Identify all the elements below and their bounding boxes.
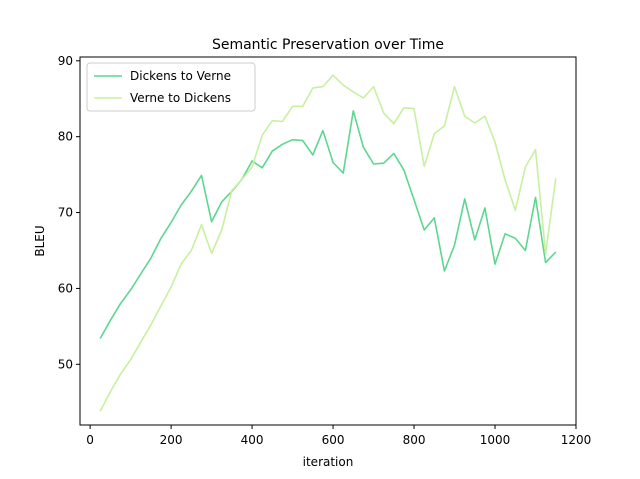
y-tick-label: 60 (58, 281, 73, 295)
legend: Dickens to Verne Verne to Dickens (86, 62, 256, 112)
x-tick-label: 600 (322, 433, 345, 447)
x-tick-label: 400 (241, 433, 264, 447)
y-tick-label: 70 (58, 206, 73, 220)
y-tick-label: 80 (58, 130, 73, 144)
legend-label-2: Verne to Dickens (130, 91, 231, 105)
series-line-1 (99, 110, 557, 339)
plot-frame (79, 56, 577, 426)
y-axis-label: BLEU (33, 225, 47, 256)
x-tick-label: 200 (160, 433, 183, 447)
legend-label-1: Dickens to Verne (130, 69, 231, 83)
x-axis-label: iteration (303, 455, 354, 469)
series-line-2 (99, 74, 557, 412)
x-tick-label: 800 (403, 433, 426, 447)
x-tick-label: 1200 (561, 433, 592, 447)
y-axis: 50 60 70 80 90 (58, 54, 80, 371)
x-tick-label: 0 (86, 433, 94, 447)
chart-title: Semantic Preservation over Time (212, 37, 444, 53)
y-tick-label: 90 (58, 54, 73, 68)
y-tick-label: 50 (58, 357, 73, 371)
legend-box (86, 62, 256, 112)
x-axis: 0 200 400 600 800 1000 1200 (86, 425, 591, 447)
plot-lines (99, 74, 557, 412)
x-tick-label: 1000 (480, 433, 511, 447)
